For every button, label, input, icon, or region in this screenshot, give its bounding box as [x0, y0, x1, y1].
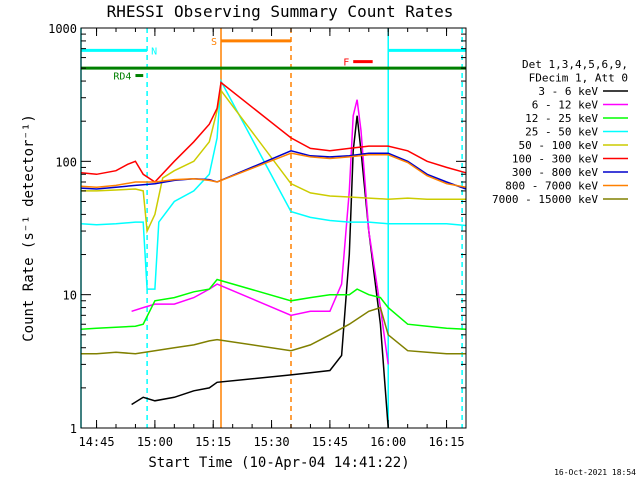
- legend-label-5: 100 - 300 keV: [512, 153, 598, 166]
- x-axis-title: Start Time (10-Apr-04 14:41:22): [148, 455, 409, 471]
- chart-title: RHESSI Observing Summary Count Rates: [107, 2, 454, 21]
- y-tick-label-2: 100: [55, 155, 77, 169]
- x-tick-label-0: 14:45: [78, 435, 114, 449]
- series-line-2: [80, 278, 467, 331]
- y-axis-title: Count Rate (s⁻¹ detector⁻¹): [21, 114, 37, 342]
- series-line-3: [80, 78, 467, 290]
- y-tick-label-3: 1000: [48, 22, 77, 36]
- x-tick-label-3: 15:30: [253, 435, 289, 449]
- axes: 14:45 15:00 15:15 15:30 15:45 16:00 16:15 1 10 10…: [48, 22, 467, 449]
- x-tick-label-6: 16:15: [428, 435, 464, 449]
- state-bar-label-5: F: [343, 58, 349, 69]
- y-tick-label-1: 10: [63, 289, 77, 303]
- x-tick-label-5: 16:00: [370, 435, 406, 449]
- footer-date: 16-Oct-2021 18:54: [554, 468, 636, 477]
- plot-frame: [80, 27, 467, 429]
- legend-label-4: 50 - 100 keV: [519, 139, 599, 152]
- x-tick-label-4: 15:45: [312, 435, 348, 449]
- legend-header-1: FDecim 1, Att 0: [529, 72, 628, 85]
- series-line-5: [80, 81, 467, 183]
- legend: Det 1,3,4,5,6,9,FDecim 1, Att 03 - 6 keV…: [492, 58, 628, 206]
- series-line-6: [80, 150, 467, 190]
- legend-label-1: 6 - 12 keV: [532, 99, 599, 112]
- legend-label-3: 25 - 50 keV: [525, 126, 598, 139]
- state-bar-label-0: N: [151, 46, 157, 57]
- y-tick-label-0: 1: [70, 422, 77, 436]
- series-group: [80, 78, 467, 429]
- state-bar-label-3: RD4: [113, 72, 131, 83]
- legend-label-8: 7000 - 15000 keV: [492, 193, 598, 206]
- x-tick-label-2: 15:15: [195, 435, 231, 449]
- series-line-8: [81, 306, 466, 355]
- series-line-7: [80, 152, 467, 188]
- series-line-4: [81, 88, 466, 234]
- x-tick-label-1: 15:00: [137, 435, 173, 449]
- legend-label-0: 3 - 6 keV: [538, 85, 598, 98]
- legend-label-2: 12 - 25 keV: [525, 112, 598, 125]
- legend-label-7: 800 - 7000 keV: [505, 180, 598, 193]
- series-line-0: [131, 115, 389, 429]
- legend-header-0: Det 1,3,4,5,6,9,: [522, 58, 628, 71]
- state-bar-label-4: S: [211, 37, 217, 48]
- legend-label-6: 300 - 800 keV: [512, 166, 598, 179]
